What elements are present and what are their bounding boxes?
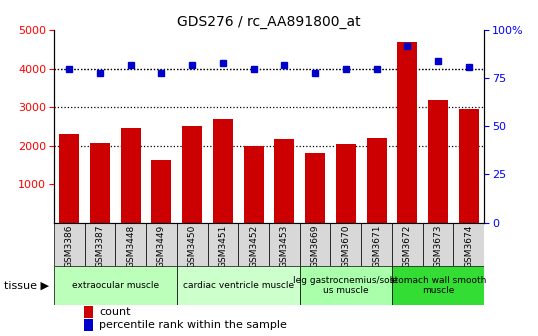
Bar [182, 126, 202, 222]
Bar [428, 100, 448, 222]
Bar [177, 222, 208, 266]
Text: GSM3448: GSM3448 [126, 225, 135, 268]
Bar [54, 222, 84, 266]
Bar [84, 306, 94, 318]
Bar [90, 143, 110, 222]
Bar [392, 222, 423, 266]
Bar [300, 266, 392, 305]
Bar [300, 222, 330, 266]
Bar [336, 144, 356, 222]
Bar [361, 222, 392, 266]
Text: GSM3449: GSM3449 [157, 225, 166, 268]
Text: GSM3386: GSM3386 [65, 225, 74, 268]
Title: GDS276 / rc_AA891800_at: GDS276 / rc_AA891800_at [177, 15, 361, 29]
Text: GSM3450: GSM3450 [188, 225, 197, 268]
Bar [84, 320, 94, 331]
Bar [244, 146, 264, 222]
Text: count: count [99, 307, 131, 317]
Bar [54, 266, 177, 305]
Bar [151, 160, 172, 222]
Bar [238, 222, 269, 266]
Text: GSM3669: GSM3669 [310, 225, 320, 268]
Bar [366, 138, 387, 222]
Text: percentile rank within the sample: percentile rank within the sample [99, 320, 287, 330]
Bar [213, 119, 233, 222]
Text: extraocular muscle: extraocular muscle [72, 281, 159, 290]
Text: GSM3451: GSM3451 [218, 225, 228, 268]
Bar [59, 134, 79, 222]
Bar [208, 222, 238, 266]
Bar [84, 222, 115, 266]
Bar [269, 222, 300, 266]
Bar [115, 222, 146, 266]
Text: GSM3453: GSM3453 [280, 225, 289, 268]
Text: GSM3672: GSM3672 [403, 225, 412, 268]
Text: GSM3452: GSM3452 [249, 225, 258, 268]
Bar [305, 153, 325, 222]
Bar [392, 266, 484, 305]
Bar [459, 109, 479, 222]
Bar [398, 42, 417, 222]
Text: GSM3387: GSM3387 [95, 225, 104, 268]
Bar [177, 266, 300, 305]
Text: tissue ▶: tissue ▶ [4, 281, 49, 290]
Text: leg gastrocnemius/sole
us muscle: leg gastrocnemius/sole us muscle [293, 276, 398, 295]
Text: GSM3670: GSM3670 [341, 225, 350, 268]
Bar [423, 222, 454, 266]
Bar [274, 139, 294, 222]
Text: stomach wall smooth
muscle: stomach wall smooth muscle [390, 276, 486, 295]
Text: GSM3673: GSM3673 [434, 225, 443, 268]
Bar [454, 222, 484, 266]
Bar [330, 222, 361, 266]
Text: GSM3674: GSM3674 [464, 225, 473, 268]
Text: cardiac ventricle muscle: cardiac ventricle muscle [183, 281, 294, 290]
Bar [121, 128, 140, 222]
Bar [146, 222, 177, 266]
Text: GSM3671: GSM3671 [372, 225, 381, 268]
